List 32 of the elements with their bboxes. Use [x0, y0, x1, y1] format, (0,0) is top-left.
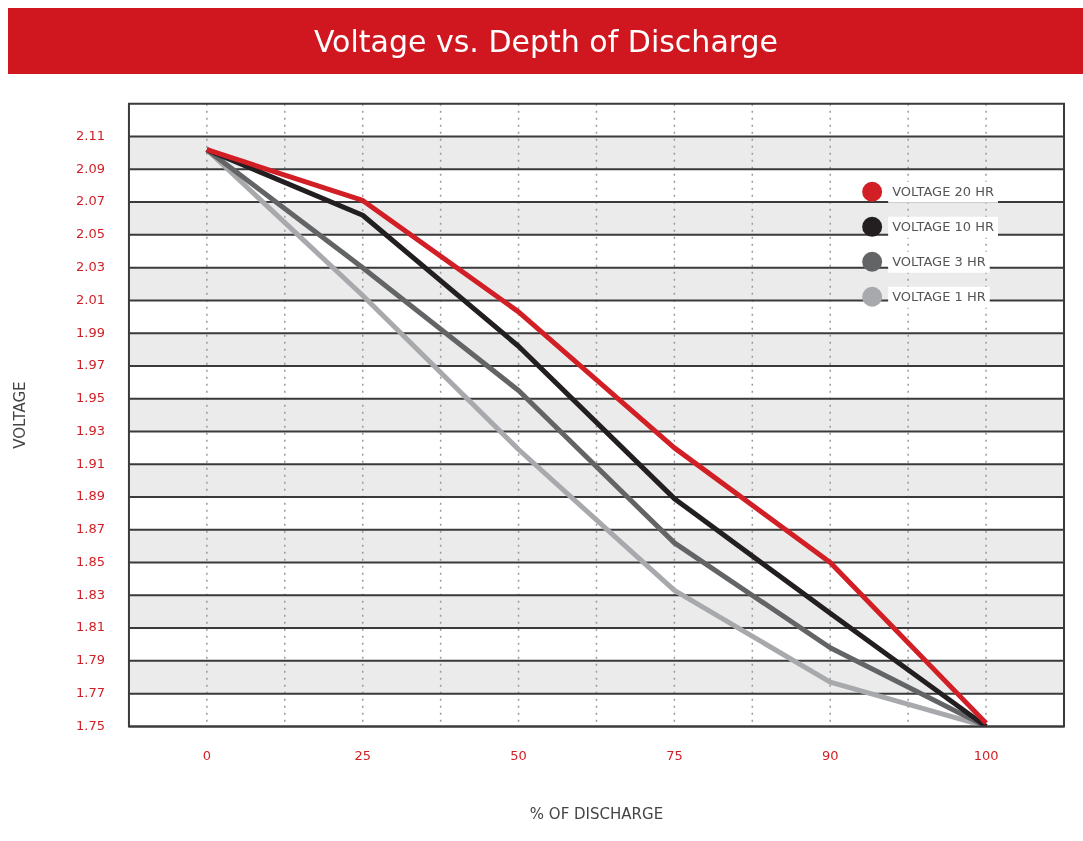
y-tick-label: 1.83	[75, 586, 105, 602]
y-tick-label: 1.95	[75, 390, 105, 406]
x-tick-label: 0	[202, 747, 212, 763]
y-tick-label: 1.91	[75, 455, 105, 471]
x-tick-label: 25	[354, 747, 371, 763]
legend-label: VOLTAGE 20 HR	[892, 184, 995, 200]
y-tick-label: 2.01	[75, 291, 105, 307]
legend-label: VOLTAGE 1 HR	[892, 289, 986, 305]
y-tick-label: 1.87	[75, 521, 105, 537]
y-axis-title: VOLTAGE	[10, 381, 29, 449]
y-tick-label: 1.85	[75, 553, 105, 569]
x-tick-label: 100	[973, 747, 999, 763]
y-tick-label: 1.81	[75, 619, 105, 635]
y-tick-label: 2.09	[75, 160, 105, 176]
y-tick-label: 1.93	[75, 422, 105, 438]
y-tick-label: 1.99	[75, 324, 105, 340]
y-tick-label: 1.75	[75, 717, 105, 733]
x-axis-title: % OF DISCHARGE	[529, 804, 664, 823]
chart-title: Voltage vs. Depth of Discharge	[8, 8, 1083, 74]
y-tick-label: 2.05	[75, 226, 105, 242]
x-tick-label: 90	[821, 747, 839, 763]
y-tick-label: 2.03	[75, 259, 105, 275]
legend-label: VOLTAGE 3 HR	[892, 254, 986, 270]
y-tick-label: 2.07	[75, 193, 105, 209]
y-tick-label: 1.77	[75, 685, 105, 701]
y-tick-label: 1.89	[75, 488, 105, 504]
x-tick-label: 50	[510, 747, 527, 763]
y-tick-label: 1.97	[75, 357, 105, 373]
y-tick-label: 2.11	[75, 127, 105, 143]
x-tick-label: 75	[666, 747, 683, 763]
legend-label: VOLTAGE 10 HR	[892, 219, 995, 235]
y-tick-label: 1.79	[75, 652, 105, 668]
